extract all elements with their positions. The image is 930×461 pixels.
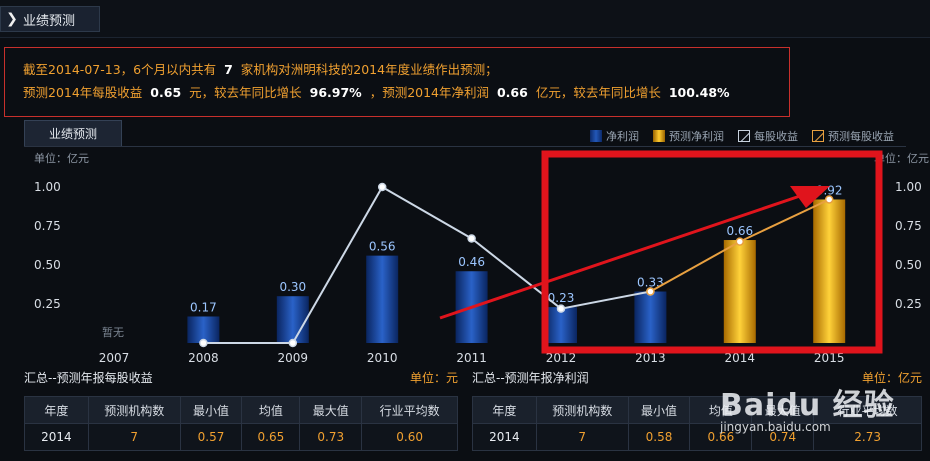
legend-forecast-eps[interactable]: 预测每股收益 (812, 128, 894, 144)
table-cell: 0.58 (627, 423, 691, 451)
legend-eps[interactable]: 每股收益 (738, 128, 798, 144)
header-cell: 均值 (689, 396, 753, 424)
table-cell: 0.65 (241, 423, 301, 451)
table-cell: 0.73 (299, 423, 363, 451)
legend-label: 预测净利润 (669, 130, 724, 143)
net-profit-value: 0.66 (496, 85, 528, 100)
eps-summary-table: 年度 预测机构数 最小值 均值 最大值 行业平均数 2014 7 0.57 0.… (24, 396, 458, 451)
table-cell: 0.57 (179, 423, 243, 451)
table-cell: 7 (87, 423, 181, 451)
summary-text: 预测2014年每股收益 (23, 85, 143, 100)
gold-bar-swatch-icon (653, 130, 665, 142)
eps-growth: 96.97% (309, 85, 362, 100)
table-cell: 0.66 (689, 423, 753, 451)
table-cell: 2014 (472, 423, 537, 451)
header-cell: 最小值 (627, 396, 691, 424)
header-cell: 均值 (241, 396, 301, 424)
header-cell: 最小值 (179, 396, 243, 424)
eps-table-title: 汇总--预测年报每股收益 (24, 371, 153, 385)
summary-text: ，预测2014年净利润 (369, 85, 489, 100)
blue-bar-swatch-icon (590, 130, 602, 142)
summary-text: 亿元，较去年同比增长 (535, 85, 661, 100)
org-count: 7 (224, 62, 233, 77)
header-cell: 行业平均数 (813, 396, 922, 424)
header-cell: 行业平均数 (361, 396, 458, 424)
eps-value: 0.65 (150, 85, 182, 100)
legend-label: 每股收益 (754, 130, 798, 143)
summary-line-1: 截至2014-07-13，6个月以内共有 7 家机构对洲明科技的2014年度业绩… (23, 58, 771, 81)
header-cell: 最大值 (299, 396, 363, 424)
table-row: 2014 7 0.58 0.66 0.74 2.73 (472, 423, 922, 451)
header-cell: 年度 (24, 396, 89, 424)
table-cell: 0.74 (751, 423, 815, 451)
table-row: 2014 7 0.57 0.65 0.73 0.60 (24, 423, 458, 451)
chart-area: 业绩预测 (24, 118, 930, 378)
header-cell: 最大值 (751, 396, 815, 424)
forecast-summary: 截至2014-07-13，6个月以内共有 7 家机构对洲明科技的2014年度业绩… (4, 47, 790, 117)
legend-forecast-net-profit[interactable]: 预测净利润 (653, 128, 724, 144)
chart-legend: 净利润 预测净利润 每股收益 预测每股收益 (590, 128, 894, 144)
tab-chart-forecast[interactable]: 业绩预测 (24, 120, 122, 146)
table-header-row: 年度 预测机构数 最小值 均值 最大值 行业平均数 (24, 396, 458, 424)
summary-text: 家机构对洲明科技的2014年度业绩作出预测； (240, 62, 498, 77)
header-bar: ❯ 业绩预测 (0, 0, 930, 38)
table-cell: 2.73 (813, 423, 922, 451)
legend-label: 净利润 (606, 130, 639, 143)
summary-text: 截至2014-07-13，6个月以内共有 (23, 62, 217, 77)
table-cell: 7 (535, 423, 629, 451)
net-profit-summary-table: 年度 预测机构数 最小值 均值 最大值 行业平均数 2014 7 0.58 0.… (472, 396, 922, 451)
chart-frame (24, 146, 906, 346)
tab-label: 业绩预测 (23, 13, 76, 29)
chevron-right-icon: ❯ (6, 11, 18, 27)
summary-text: 元，较去年同比增长 (189, 85, 302, 100)
header-cell: 年度 (472, 396, 537, 424)
np-table-title: 汇总--预测年报净利润 (472, 371, 589, 385)
summary-line-2: 预测2014年每股收益 0.65 元，较去年同比增长 96.97% ，预测201… (23, 81, 771, 104)
eps-table-unit: 单位：元 (410, 371, 459, 385)
header-cell: 预测机构数 (87, 396, 181, 424)
unit-right: 单位：亿元 (874, 152, 929, 165)
table-cell: 2014 (24, 423, 89, 451)
legend-label: 预测每股收益 (828, 130, 894, 143)
np-table-unit: 单位：亿元 (862, 371, 923, 385)
tab-performance-forecast[interactable]: ❯ 业绩预测 (0, 6, 100, 32)
white-line-swatch-icon (738, 130, 750, 142)
no-data-label: 暂无 (102, 326, 124, 339)
orange-line-swatch-icon (812, 130, 824, 142)
table-cell: 0.60 (361, 423, 458, 451)
table-header-row: 年度 预测机构数 最小值 均值 最大值 行业平均数 (472, 396, 922, 424)
header-cell: 预测机构数 (535, 396, 629, 424)
unit-left: 单位：亿元 (34, 152, 89, 165)
net-profit-growth: 100.48% (668, 85, 730, 100)
legend-net-profit[interactable]: 净利润 (590, 128, 639, 144)
